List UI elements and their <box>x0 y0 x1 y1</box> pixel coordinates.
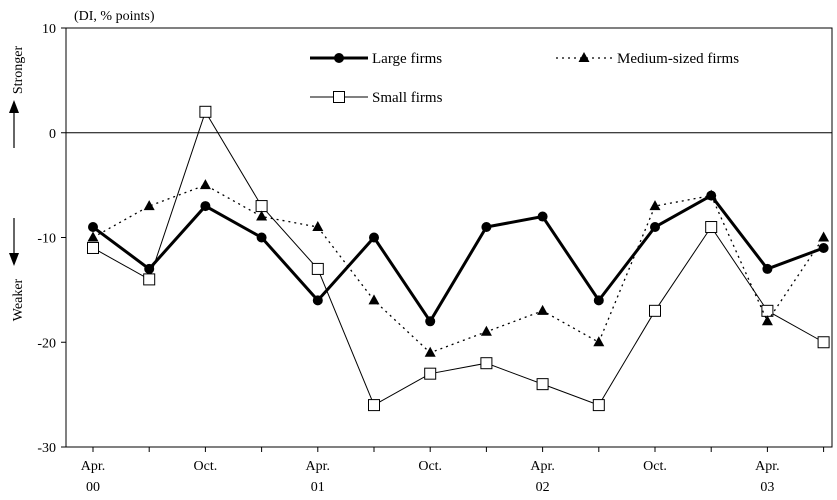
data-point-medium-sized-firms <box>143 200 155 211</box>
x-tick-label-month: Apr. <box>306 459 331 474</box>
data-point-medium-sized-firms <box>818 231 830 242</box>
data-point-medium-sized-firms <box>649 200 661 211</box>
weaker-label: Weaker <box>11 278 26 321</box>
x-tick-label-year: 00 <box>86 480 100 495</box>
data-point-small-firms <box>649 304 661 317</box>
data-point-large-firms <box>256 232 267 243</box>
data-point-medium-sized-firms <box>312 221 324 232</box>
y-tick-label: -10 <box>37 232 56 247</box>
x-tick-label-month: Oct. <box>643 459 667 474</box>
legend: Large firms Medium-sized firms Small fir… <box>310 51 739 106</box>
series-layer <box>87 105 830 412</box>
data-point-medium-sized-firms <box>424 346 436 357</box>
legend-label-medium-firms: Medium-sized firms <box>617 51 739 67</box>
x-tick-label-month: Oct. <box>194 459 218 474</box>
data-point-medium-sized-firms <box>87 231 99 242</box>
data-point-large-firms <box>200 201 211 212</box>
y-tick-label: 0 <box>49 127 56 142</box>
plot-frame <box>65 27 833 448</box>
data-point-small-firms <box>592 399 605 412</box>
data-point-small-firms <box>480 357 493 370</box>
data-point-large-firms <box>312 295 323 306</box>
data-point-large-firms <box>369 232 379 243</box>
data-point-large-firms <box>593 295 604 306</box>
series-line-medium-sized-firms <box>92 184 825 354</box>
x-tick-label-year: 01 <box>311 480 325 495</box>
stronger-label: Stronger <box>11 46 26 95</box>
legend-label-small-firms: Small firms <box>372 90 443 106</box>
data-point-medium-sized-firms <box>761 315 773 326</box>
unit-label: (DI, % points) <box>74 9 155 24</box>
data-point-small-firms <box>199 105 212 118</box>
data-point-large-firms <box>144 263 155 274</box>
data-point-small-firms <box>87 241 99 254</box>
y-axis: 10 0 -10 -20 -30 <box>37 22 66 456</box>
legend-item-medium-firms: Medium-sized firms <box>556 51 739 67</box>
data-point-medium-sized-firms <box>593 336 605 347</box>
series-large-firms <box>88 190 829 327</box>
data-point-large-firms <box>706 190 717 201</box>
data-point-large-firms <box>818 242 829 253</box>
data-point-medium-sized-firms <box>199 179 211 190</box>
x-axis: Apr. 00 Oct. Apr. 01 Oct. Apr. 02 Oct. Apr. 03 <box>81 447 825 495</box>
x-tick-label-month: Oct. <box>418 459 442 474</box>
x-tick-label-year: 03 <box>760 480 774 495</box>
x-tick-label-month: Apr. <box>530 459 555 474</box>
legend-marker-medium-firms <box>578 52 590 62</box>
series-line-large-firms <box>92 193 825 325</box>
data-point-small-firms <box>817 336 830 349</box>
data-point-small-firms <box>368 399 380 412</box>
data-point-large-firms <box>425 316 436 327</box>
series-small-firms <box>87 105 830 412</box>
data-point-large-firms <box>537 211 548 222</box>
series-line-small-firms <box>92 110 824 406</box>
data-point-medium-sized-firms <box>368 294 380 305</box>
data-point-large-firms <box>88 222 98 233</box>
data-point-medium-sized-firms <box>537 304 549 315</box>
legend-item-large-firms: Large firms <box>310 51 442 67</box>
y-tick-label: -30 <box>37 441 56 456</box>
data-point-medium-sized-firms <box>256 210 268 221</box>
data-point-small-firms <box>311 262 324 275</box>
legend-item-small-firms: Small firms <box>310 90 443 106</box>
direction-indicator: Stronger Weaker <box>9 46 26 321</box>
data-point-small-firms <box>536 378 549 391</box>
x-tick-label-year: 02 <box>536 480 550 495</box>
data-point-large-firms <box>481 222 492 233</box>
data-point-small-firms <box>255 200 268 213</box>
up-arrow-icon <box>9 100 19 113</box>
data-point-medium-sized-firms <box>480 325 492 336</box>
data-point-large-firms <box>650 222 660 233</box>
x-tick-label-month: Apr. <box>81 459 106 474</box>
data-point-large-firms <box>762 263 773 274</box>
down-arrow-icon <box>9 253 19 266</box>
legend-marker-small-firms <box>333 91 345 103</box>
y-tick-label: 10 <box>42 22 56 37</box>
x-tick-label-month: Apr. <box>755 459 780 474</box>
data-point-small-firms <box>143 273 156 286</box>
y-tick-label: -20 <box>37 336 56 351</box>
data-point-small-firms <box>424 367 437 380</box>
legend-marker-large-firms <box>334 53 344 63</box>
data-point-small-firms <box>705 221 718 234</box>
legend-label-large-firms: Large firms <box>372 51 442 67</box>
